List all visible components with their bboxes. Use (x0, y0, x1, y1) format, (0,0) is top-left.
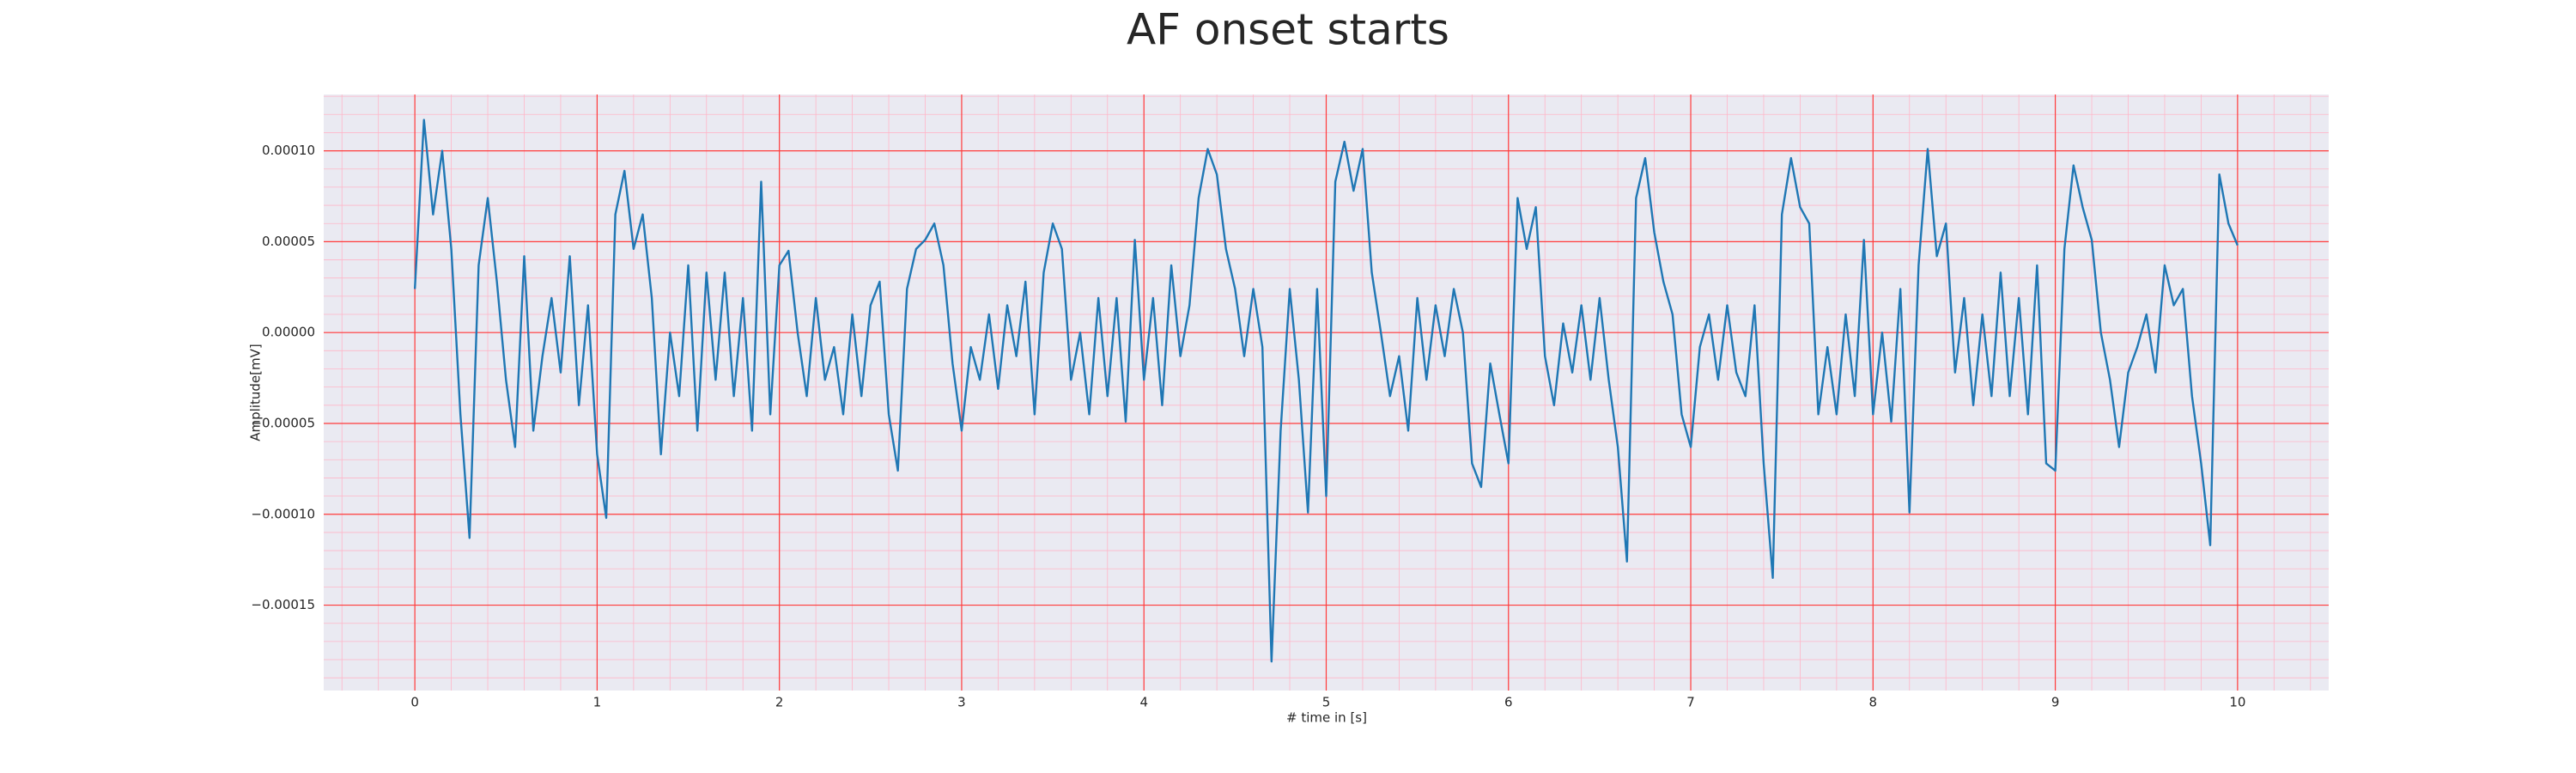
x-axis-label: # time in [s] (1286, 710, 1367, 726)
x-tick-label: 5 (1322, 695, 1331, 710)
x-tick-label: 4 (1139, 695, 1148, 710)
chart-title: AF onset starts (1127, 5, 1449, 55)
x-tick-label: 3 (957, 695, 966, 710)
x-tick-label: 8 (1869, 695, 1878, 710)
y-tick-label: −0.00005 (251, 415, 315, 430)
x-tick-label: 10 (2229, 695, 2245, 710)
y-tick-label: 0.00010 (262, 143, 315, 158)
x-tick-label: 1 (593, 695, 602, 710)
x-tick-label: 7 (1686, 695, 1695, 710)
y-tick-label: −0.00010 (251, 506, 315, 521)
y-axis-label: Amplitude[mV] (248, 344, 264, 441)
y-tick-label: 0.00000 (262, 325, 315, 340)
x-tick-label: 9 (2051, 695, 2060, 710)
y-tick-label: −0.00015 (251, 597, 315, 612)
x-tick-label: 6 (1504, 695, 1513, 710)
x-tick-label: 0 (410, 695, 419, 710)
line-series (413, 119, 2239, 663)
y-tick-label: 0.00005 (262, 234, 315, 249)
x-tick-label: 2 (775, 695, 784, 710)
